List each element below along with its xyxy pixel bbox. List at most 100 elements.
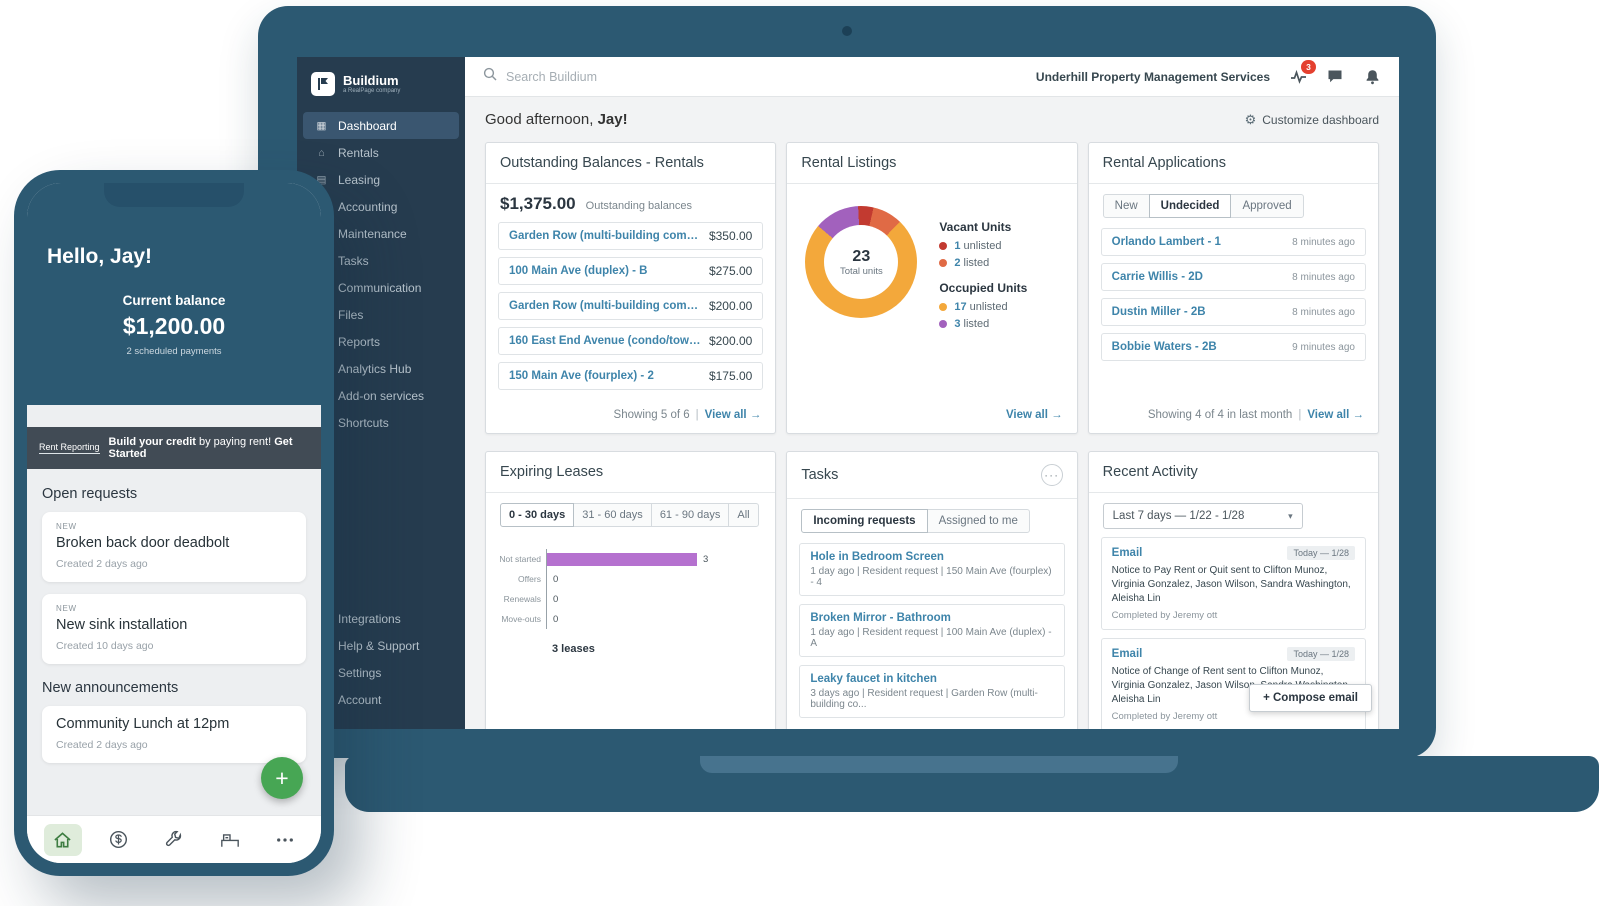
get-started-link[interactable]: Get Started [108, 436, 293, 460]
balance-row[interactable]: 100 Main Ave (duplex) - B $275.00 [498, 257, 764, 285]
buildium-logo-icon [311, 72, 335, 96]
legend-item: 2 listed [939, 257, 1027, 269]
bell-icon[interactable] [1363, 68, 1381, 86]
tab-0-30-days[interactable]: 0 - 30 days [500, 503, 575, 527]
customize-label: Customize dashboard [1262, 112, 1379, 127]
customize-dashboard-button[interactable]: ⚙ Customize dashboard [1245, 112, 1379, 128]
legend-item: 3 listed [939, 318, 1027, 330]
legend-dot [939, 303, 948, 311]
outstanding-total: $1,375.00 [500, 194, 576, 213]
whats-new-pulse-icon[interactable]: 3 [1289, 59, 1316, 86]
task-row[interactable]: Leaky faucet in kitchen 3 days ago | Res… [799, 665, 1065, 718]
leases-tabs: 0 - 30 days 31 - 60 days 61 - 90 days Al… [486, 493, 775, 531]
card-rental-applications: Rental Applications New Undecided Approv… [1087, 142, 1379, 434]
tab-incoming-requests[interactable]: Incoming requests [801, 509, 928, 533]
nav-maintenance[interactable] [155, 824, 193, 856]
sidebar-item-label: Help & Support [338, 638, 420, 653]
task-row[interactable]: Broken Mirror - Bathroom 1 day ago | Res… [799, 604, 1065, 657]
sidebar-item-rentals[interactable]: ⌂ Rentals [303, 139, 459, 166]
application-row[interactable]: Dustin Miller - 2B 8 minutes ago [1100, 298, 1366, 326]
card-title: Rental Listings [801, 155, 897, 171]
new-tag: NEW [56, 522, 77, 531]
laptop-base-notch [700, 756, 1178, 773]
activity-entry[interactable]: Email Today — 1/28 Notice of Change of R… [1100, 638, 1366, 729]
tab-all[interactable]: All [728, 503, 759, 527]
app-main: Underhill Property Management Services 3 [465, 57, 1399, 729]
balance-row[interactable]: Garden Row (multi-building complex) -...… [498, 292, 764, 320]
sidebar-item-label: Communication [338, 280, 422, 295]
view-all-link[interactable]: View all → [1005, 409, 1063, 421]
resident-app-screen: Hello, Jay! Current balance $1,200.00 2 … [27, 183, 321, 863]
sidebar-item-label: Analytics Hub [338, 361, 412, 376]
sidebar-item-leasing[interactable]: ▤ Leasing [303, 166, 459, 193]
applications-tabs: New Undecided Approved [1089, 184, 1378, 222]
tab-31-60-days[interactable]: 31 - 60 days [573, 503, 652, 527]
axis-label: Not started [499, 554, 541, 564]
announcements-title: New announcements [42, 680, 179, 696]
bed-icon [220, 834, 239, 847]
tab-assigned-to-me[interactable]: Assigned to me [926, 509, 1030, 533]
sidebar-item-label: Accounting [338, 199, 398, 214]
sidebar-item-dashboard[interactable]: ▦ Dashboard [303, 112, 459, 139]
task-row[interactable]: Hole in Bedroom Screen 1 day ago | Resid… [799, 543, 1065, 596]
request-card[interactable]: NEW Broken back door deadbolt Created 2 … [42, 512, 306, 582]
rent-reporting-banner[interactable]: Rent Reporting Build your credit by payi… [27, 427, 321, 469]
nav-amenities[interactable] [211, 824, 249, 856]
request-card[interactable]: NEW New sink installation Created 10 day… [42, 594, 306, 664]
sidebar-item-label: Integrations [338, 611, 401, 626]
phone-bottom-nav [27, 815, 321, 863]
tab-new[interactable]: New [1102, 194, 1150, 218]
leases-bar-chart: Not started Offers Renewals Move-outs 3 … [486, 531, 775, 629]
nav-payments[interactable] [99, 824, 137, 856]
view-all-link[interactable]: View all → [704, 409, 762, 421]
add-fab-button[interactable]: + [261, 757, 303, 799]
balance-row[interactable]: Garden Row (multi-building complex) -...… [498, 222, 764, 250]
leasing-icon: ▤ [316, 173, 327, 186]
axis-label: Offers [518, 574, 541, 584]
nav-more[interactable] [266, 824, 304, 856]
buildium-logo[interactable]: Buildium a RealPage company [297, 57, 465, 108]
application-row[interactable]: Bobbie Waters - 2B 9 minutes ago [1100, 333, 1366, 361]
tab-undecided[interactable]: Undecided [1148, 194, 1232, 218]
laptop-base [345, 756, 1599, 812]
phone-body: Open requests NEW Broken back door deadb… [27, 469, 321, 815]
view-all-link[interactable]: View all → [1307, 409, 1364, 421]
compose-email-button[interactable]: + Compose email [1249, 684, 1372, 712]
announcement-card[interactable]: Community Lunch at 12pm Created 2 days a… [42, 706, 306, 763]
date-range-select[interactable]: Last 7 days — 1/22 - 1/28 ▾ [1102, 503, 1303, 529]
nav-home[interactable] [43, 823, 82, 856]
phone-hero: Hello, Jay! Current balance $1,200.00 2 … [27, 183, 321, 405]
sidebar-item-label: Add-on services [338, 388, 425, 403]
tab-61-90-days[interactable]: 61 - 90 days [650, 503, 730, 527]
balance-row[interactable]: 160 East End Avenue (condo/townhou...$20… [498, 327, 764, 355]
legend-dot [939, 242, 948, 250]
sidebar-item-label: Rentals [338, 145, 379, 160]
search-input[interactable] [506, 69, 786, 84]
card-rental-listings: Rental Listings 23 Total units [786, 142, 1078, 434]
balance-amount: $1,200.00 [122, 313, 226, 339]
tab-approved[interactable]: Approved [1230, 194, 1304, 218]
activity-entry[interactable]: Email Today — 1/28 Notice to Pay Rent or… [1100, 537, 1366, 630]
sidebar-item-label: Account [338, 692, 382, 707]
units-donut-chart: 23 Total units [805, 206, 918, 318]
showing-count: Showing 5 of 6 [613, 409, 690, 421]
company-name: Underhill Property Management Services [1035, 69, 1270, 84]
activity-date-badge: Today — 1/28 [1287, 546, 1355, 560]
balance-row[interactable]: 150 Main Ave (fourplex) - 2 $175.00 [498, 362, 764, 390]
search-bar[interactable] [483, 67, 786, 86]
sidebar-nav: ▦Dashboard ⌂Rentals ▤Leasing $Accounting… [297, 112, 465, 436]
application-row[interactable]: Carrie Willis - 2D 8 minutes ago [1100, 263, 1366, 291]
phone-greeting: Hello, Jay! [47, 245, 153, 268]
payments-dollar-icon [109, 830, 127, 849]
showing-count: Showing 4 of 4 in last month [1147, 409, 1293, 421]
home-icon [54, 831, 71, 847]
tasks-more-options-icon[interactable]: ··· [1040, 464, 1063, 486]
outstanding-total-label: Outstanding balances [585, 200, 693, 212]
gear-icon: ⚙ [1244, 111, 1257, 127]
logo-text: Buildium [343, 72, 399, 88]
chat-icon[interactable] [1326, 68, 1344, 86]
sidebar-item-label: Leasing [338, 172, 381, 187]
balance-summary: Current balance $1,200.00 2 scheduled pa… [47, 293, 301, 357]
